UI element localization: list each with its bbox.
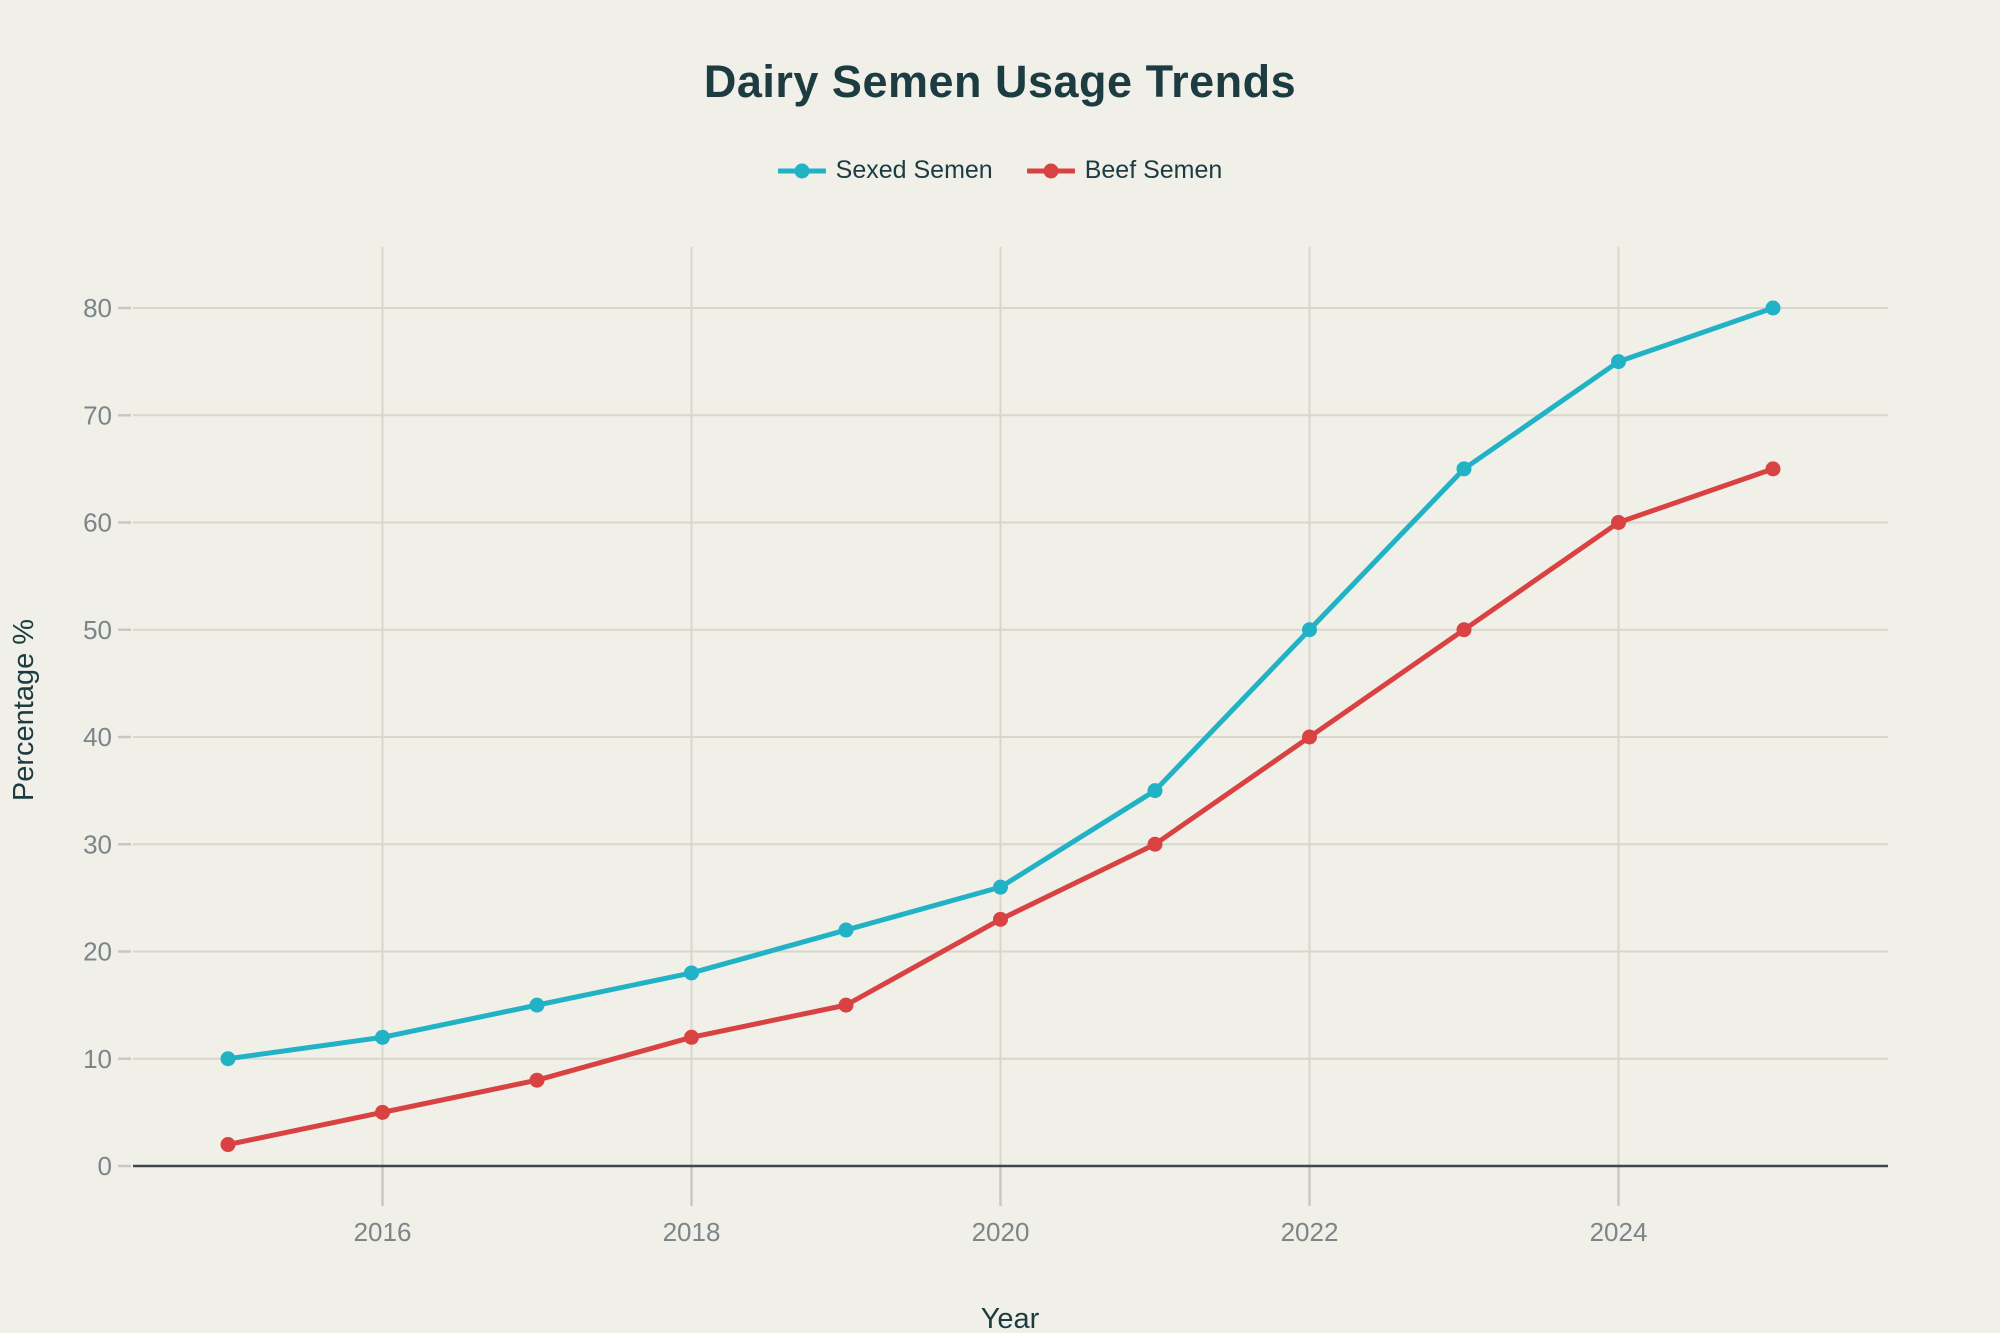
legend-label-beef-semen: Beef Semen	[1084, 156, 1223, 184]
x-tick-label: 2024	[1590, 1217, 1648, 1247]
legend-item-beef-semen: Beef Semen	[1026, 156, 1223, 185]
data-point-beef-semen	[1147, 836, 1163, 852]
legend-swatch-sexed-semen	[777, 163, 826, 178]
gridlines	[118, 247, 1888, 1206]
legend-item-sexed-semen: Sexed Semen	[777, 156, 993, 185]
y-tick-label: 10	[83, 1044, 112, 1074]
data-point-beef-semen	[1765, 461, 1781, 477]
data-point-beef-semen	[1456, 622, 1472, 638]
x-tick-label: 2022	[1281, 1217, 1339, 1247]
x-tick-label: 2016	[354, 1217, 412, 1247]
data-point-sexed-semen	[220, 1051, 236, 1067]
data-point-sexed-semen	[684, 965, 699, 981]
series-beef-semen	[220, 461, 1781, 1153]
y-tick-label: 80	[83, 293, 112, 323]
x-tick-label: 2018	[663, 1217, 721, 1247]
legend-swatch-beef-semen	[1026, 163, 1075, 178]
x-axis-title: Year	[981, 1303, 1040, 1333]
data-point-sexed-semen	[838, 922, 854, 938]
y-tick-label: 60	[83, 508, 112, 538]
data-point-beef-semen	[220, 1137, 236, 1153]
data-point-sexed-semen	[1302, 622, 1317, 638]
y-tick-label: 70	[83, 400, 112, 430]
data-point-sexed-semen	[993, 879, 1008, 895]
y-tick-label: 50	[83, 615, 112, 645]
data-point-sexed-semen	[1765, 300, 1781, 316]
y-tick-label: 0	[98, 1151, 112, 1181]
data-point-beef-semen	[684, 1029, 699, 1045]
data-point-beef-semen	[1611, 515, 1626, 530]
data-point-beef-semen	[838, 997, 854, 1013]
data-point-beef-semen	[529, 1072, 545, 1088]
y-tick-label: 30	[83, 829, 112, 859]
data-point-beef-semen	[1302, 729, 1317, 745]
data-point-sexed-semen	[1611, 354, 1626, 370]
chart-title: Dairy Semen Usage Trends	[703, 56, 1297, 107]
chart-legend: Sexed Semen Beef Semen	[0, 156, 2000, 185]
legend-label-sexed-semen: Sexed Semen	[835, 156, 993, 184]
data-point-beef-semen	[375, 1104, 390, 1120]
series-sexed-semen	[220, 300, 1781, 1067]
y-axis-title: Percentage %	[8, 619, 40, 801]
data-point-sexed-semen	[1456, 461, 1472, 477]
data-point-sexed-semen	[375, 1029, 390, 1045]
data-point-sexed-semen	[1147, 783, 1163, 799]
data-point-beef-semen	[993, 911, 1008, 927]
y-tick-label: 20	[83, 937, 112, 967]
tick-labels: 0 10 20 30 40 50 60 70 80 2016 2018 2020 2022 2024	[83, 293, 1647, 1247]
x-tick-label: 2020	[972, 1217, 1030, 1247]
data-point-sexed-semen	[529, 997, 545, 1013]
y-tick-label: 40	[83, 722, 112, 752]
